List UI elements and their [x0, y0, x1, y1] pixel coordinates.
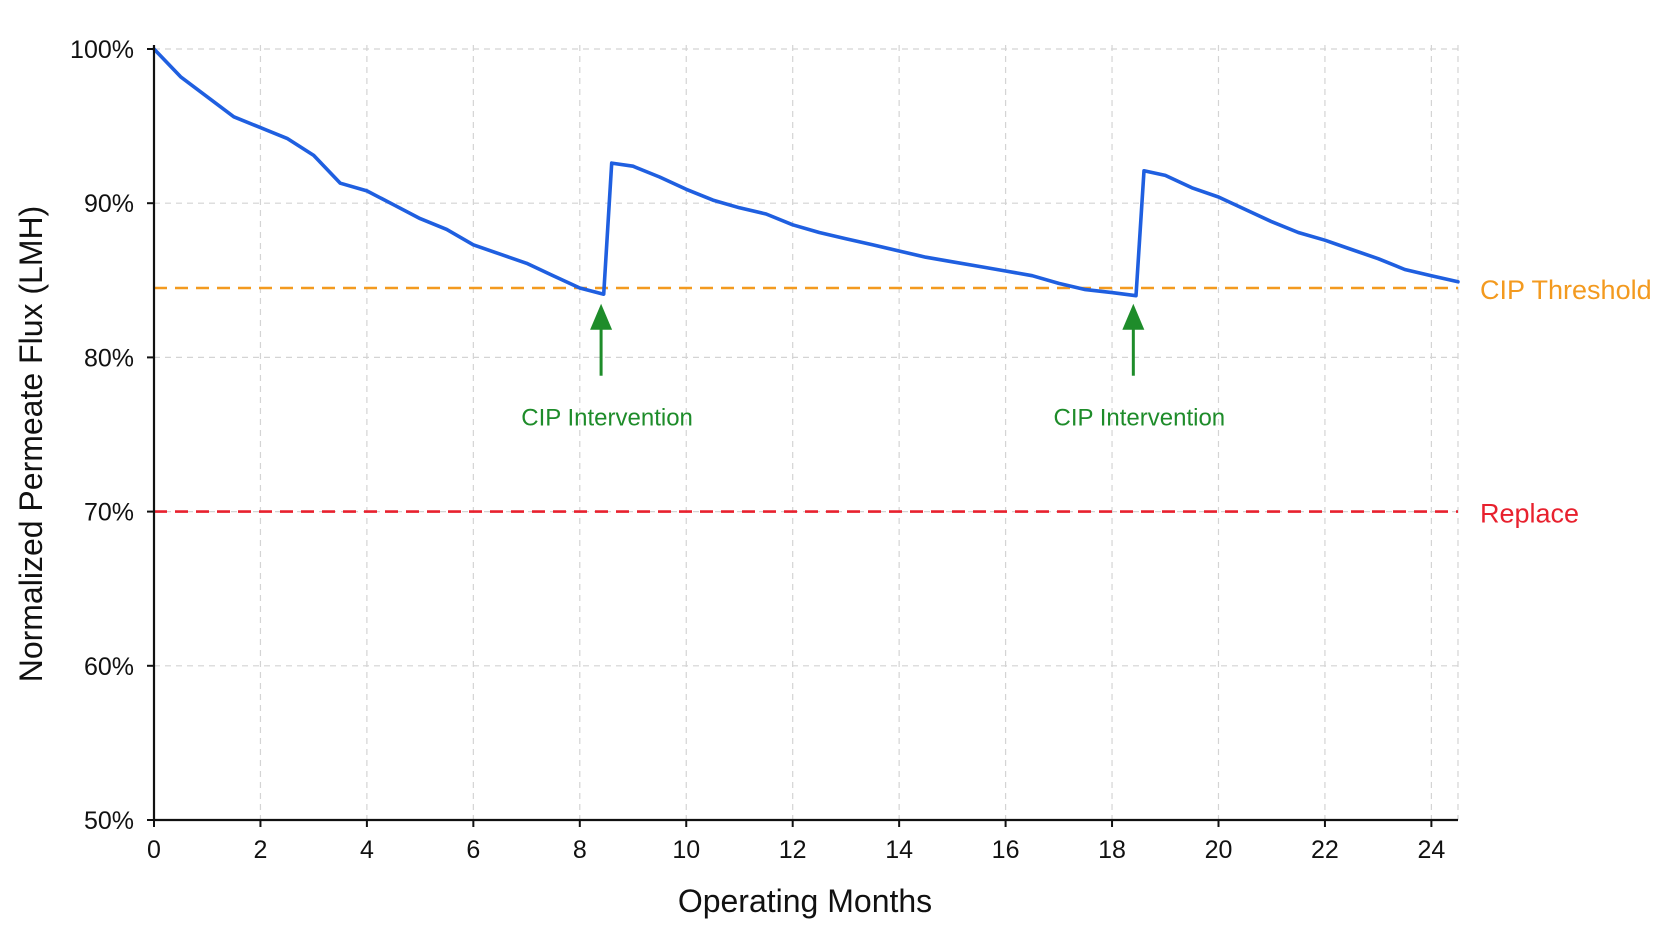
- x-tick-label: 2: [253, 836, 267, 864]
- annotation-arrow-head: [1122, 303, 1145, 330]
- x-tick-label: 14: [885, 836, 913, 864]
- annotation-label: CIP Intervention: [521, 405, 693, 432]
- x-tick-label: 18: [1098, 836, 1126, 864]
- x-tick-label: 4: [360, 836, 374, 864]
- series-line: [152, 47, 1460, 298]
- x-tick-label: 10: [672, 836, 700, 864]
- x-tick-label: 8: [573, 836, 587, 864]
- y-tick-label: 70%: [84, 499, 134, 527]
- series-layer: [152, 47, 1460, 298]
- annotation-label: CIP Intervention: [1054, 405, 1226, 432]
- y-tick-label: 80%: [84, 344, 134, 372]
- y-tick-label: 60%: [84, 653, 134, 681]
- y-axis-title: Normalized Permeate Flux (LMH): [13, 206, 49, 683]
- x-tick-label: 16: [992, 836, 1020, 864]
- x-tick-label: 6: [466, 836, 480, 864]
- y-tick-label: 90%: [84, 190, 134, 218]
- annotation-arrow-head: [590, 303, 613, 330]
- annotations: CIP Intervention CIP Intervention: [521, 303, 1226, 432]
- reference-line-label: Replace: [1480, 499, 1579, 529]
- y-tick-label: 100%: [70, 36, 134, 64]
- x-tick-label: 0: [147, 836, 161, 864]
- reference-lines: CIP Threshold Replace: [154, 275, 1652, 529]
- y-tick-label: 50%: [84, 807, 134, 835]
- reference-line-label: CIP Threshold: [1480, 275, 1652, 305]
- x-tick-label: 20: [1205, 836, 1233, 864]
- x-tick-label: 22: [1311, 836, 1339, 864]
- x-tick-label: 12: [779, 836, 807, 864]
- x-tick-label: 24: [1417, 836, 1445, 864]
- x-axis-title: Operating Months: [678, 883, 932, 919]
- grid: [154, 45, 1459, 820]
